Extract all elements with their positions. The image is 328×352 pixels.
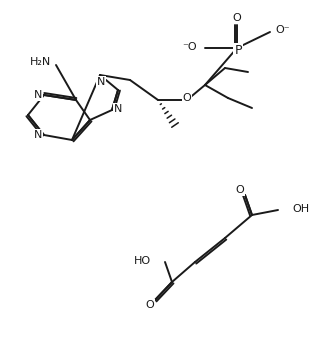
Text: N: N — [34, 130, 42, 140]
Text: O⁻: O⁻ — [275, 25, 290, 35]
Text: H₂N: H₂N — [30, 57, 51, 67]
Text: N: N — [97, 77, 105, 87]
Text: O: O — [233, 13, 241, 23]
Text: ⁻O: ⁻O — [182, 42, 197, 52]
Text: P: P — [234, 44, 242, 57]
Text: OH: OH — [292, 204, 309, 214]
Text: HO: HO — [134, 256, 151, 266]
Text: N: N — [34, 90, 42, 100]
Text: O: O — [236, 185, 244, 195]
Text: O: O — [183, 93, 191, 103]
Text: N: N — [114, 104, 122, 114]
Text: O: O — [146, 300, 154, 310]
